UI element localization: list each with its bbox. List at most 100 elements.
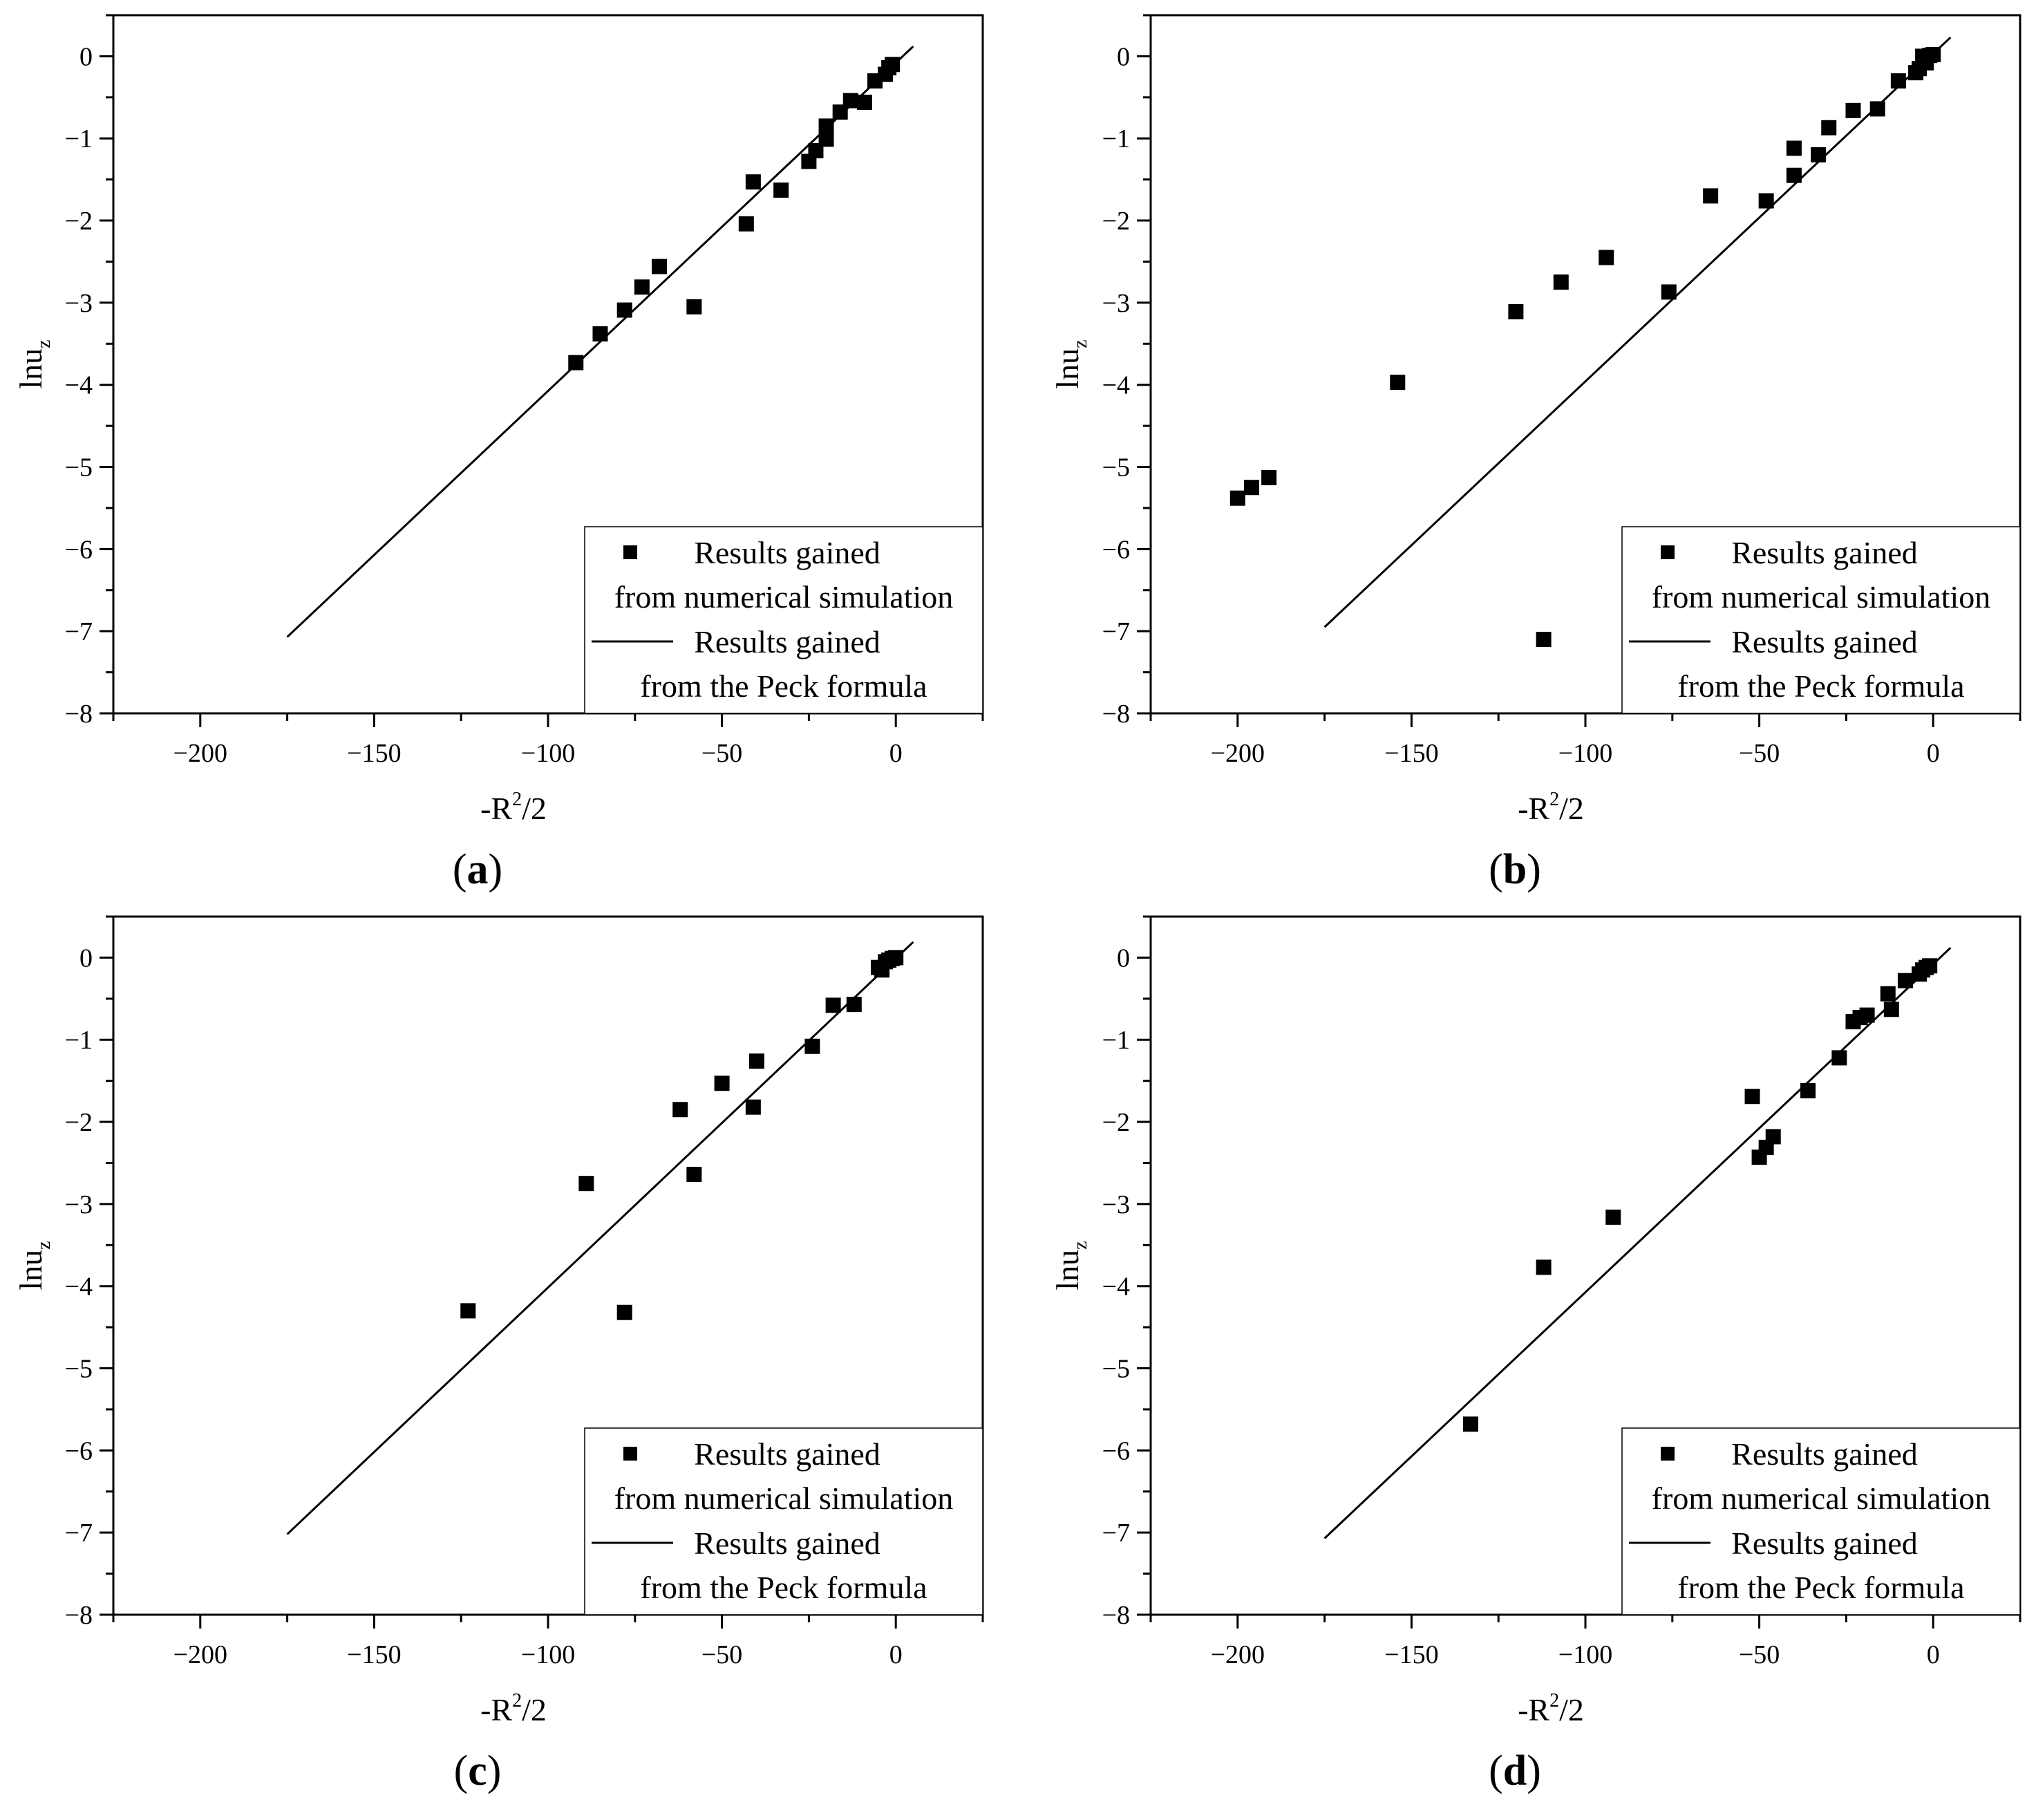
simulation-data-point (1786, 167, 1802, 183)
legend-scatter-label-line1: Results gained (1731, 1436, 1918, 1472)
legend: Results gained from numerical simulation R… (584, 526, 983, 714)
legend-line-label-line1: Results gained (694, 624, 880, 659)
legend-scatter-label-line2: from numerical simulation (614, 579, 954, 615)
legend-scatter-marker (623, 545, 637, 559)
simulation-data-point (1869, 101, 1885, 117)
simulation-data-point (818, 118, 834, 134)
legend: Results gained from numerical simulation R… (584, 1427, 983, 1615)
x-tick-label: −200 (1211, 739, 1265, 768)
simulation-data-point (1890, 73, 1906, 89)
simulation-data-point (592, 326, 608, 342)
simulation-data-point (672, 1102, 688, 1118)
simulation-data-point (1462, 1416, 1478, 1432)
y-tick-label: 0 (1117, 944, 1130, 973)
y-tick-label: −6 (1102, 1436, 1130, 1465)
x-tick-label: 0 (889, 739, 903, 768)
x-tick-label: −150 (347, 739, 401, 768)
legend-line-label-line2: from the Peck formula (1677, 1570, 1964, 1605)
simulation-data-point (616, 1304, 632, 1320)
chart-panel-d: −200 −150 −100 −50 0 0 −1 −2 −3 −4 −5 −6 −7 −8 -R2/2 ln… (1050, 915, 2021, 1794)
y-tick-label: −5 (1102, 1355, 1130, 1384)
simulation-data-point (745, 1099, 761, 1115)
legend: Results gained from numerical simulation R… (1621, 1427, 2021, 1615)
x-tick-label: 0 (889, 1640, 903, 1669)
x-tick-label: −100 (1558, 739, 1612, 768)
simulation-data-point (652, 259, 668, 274)
y-tick-label: −8 (65, 1601, 93, 1630)
simulation-data-point (818, 131, 834, 147)
simulation-data-point (1599, 250, 1614, 265)
y-tick-label: −4 (65, 1273, 93, 1302)
simulation-data-point (808, 143, 824, 159)
y-tick-label: −4 (1102, 371, 1130, 400)
legend-line-label-line2: from the Peck formula (1677, 668, 1964, 704)
y-tick-label: 0 (1117, 42, 1130, 71)
simulation-data-point (1821, 120, 1837, 135)
y-tick-label: −3 (1102, 1190, 1130, 1219)
simulation-data-point (1703, 188, 1719, 204)
x-tick-label: −100 (1558, 1640, 1612, 1669)
simulation-data-point (686, 299, 702, 315)
peck-formula-line (286, 46, 914, 638)
x-tick-label: −200 (173, 739, 227, 768)
simulation-data-point (745, 174, 761, 190)
simulation-data-point (1880, 986, 1896, 1002)
simulation-data-point (748, 1053, 764, 1069)
y-tick-label: −2 (1102, 1108, 1130, 1137)
y-tick-label: 0 (79, 42, 93, 71)
x-tick-label: 0 (1927, 739, 1940, 768)
y-tick-label: −3 (1102, 289, 1130, 318)
y-tick-label: −7 (1102, 1519, 1130, 1548)
panel-label: (b) (1489, 846, 1541, 893)
x-tick-label: −150 (1384, 1640, 1438, 1669)
legend-box (584, 526, 983, 714)
x-tick-label: −100 (521, 1640, 575, 1669)
y-tick-label: −2 (65, 207, 93, 236)
y-tick-label: −6 (65, 535, 93, 564)
simulation-data-point (1243, 480, 1259, 496)
legend-scatter-marker (1661, 545, 1675, 559)
y-tick-label: −8 (65, 700, 93, 729)
x-axis-label: -R2/2 (480, 789, 547, 826)
y-tick-label: −6 (65, 1436, 93, 1465)
peck-formula-line (286, 941, 914, 1535)
x-tick-label: −50 (1739, 1640, 1780, 1669)
legend-scatter-marker (623, 1447, 637, 1461)
x-tick-label: −200 (1211, 1640, 1265, 1669)
simulation-data-point (460, 1303, 476, 1319)
simulation-data-point (1845, 102, 1861, 118)
legend-box (1621, 526, 2021, 714)
simulation-data-point (1800, 1082, 1816, 1098)
simulation-data-point (686, 1167, 702, 1183)
legend: Results gained from numerical simulation R… (1621, 526, 2021, 714)
x-axis-label: -R2/2 (480, 1690, 547, 1727)
simulation-data-point (1859, 1007, 1875, 1023)
simulation-data-point (1508, 303, 1524, 319)
y-tick-label: −7 (65, 617, 93, 646)
y-tick-label: −3 (65, 289, 93, 318)
y-tick-label: −1 (1102, 124, 1130, 153)
simulation-data-point (1661, 284, 1677, 300)
x-tick-label: −150 (1384, 739, 1438, 768)
simulation-data-point (1536, 1259, 1552, 1275)
legend-scatter-label-line2: from numerical simulation (1652, 1481, 1991, 1516)
legend-scatter-label-line1: Results gained (1731, 535, 1918, 570)
y-tick-label: −1 (65, 1026, 93, 1055)
legend-line-label-line2: from the Peck formula (640, 668, 927, 704)
x-tick-label: −100 (521, 739, 575, 768)
panel-label: (d) (1489, 1747, 1541, 1794)
legend-line-label-line1: Results gained (1731, 1526, 1918, 1561)
simulation-data-point (1261, 469, 1277, 485)
legend-scatter-marker (1661, 1447, 1675, 1461)
legend-line-label-line2: from the Peck formula (640, 1570, 927, 1605)
simulation-data-point (1605, 1209, 1621, 1225)
simulation-data-point (1744, 1089, 1760, 1105)
x-tick-label: −50 (701, 739, 742, 768)
simulation-data-point (1897, 973, 1913, 988)
simulation-data-point (1765, 1129, 1781, 1145)
simulation-data-point (578, 1176, 594, 1192)
chart-panel-c: −200 −150 −100 −50 0 0 −1 −2 −3 −4 −5 −6 −7 −8 -R2/2 ln… (13, 915, 984, 1794)
simulation-data-point (1553, 274, 1569, 290)
y-tick-label: −3 (65, 1190, 93, 1219)
y-axis-label: lnuz (13, 339, 55, 388)
